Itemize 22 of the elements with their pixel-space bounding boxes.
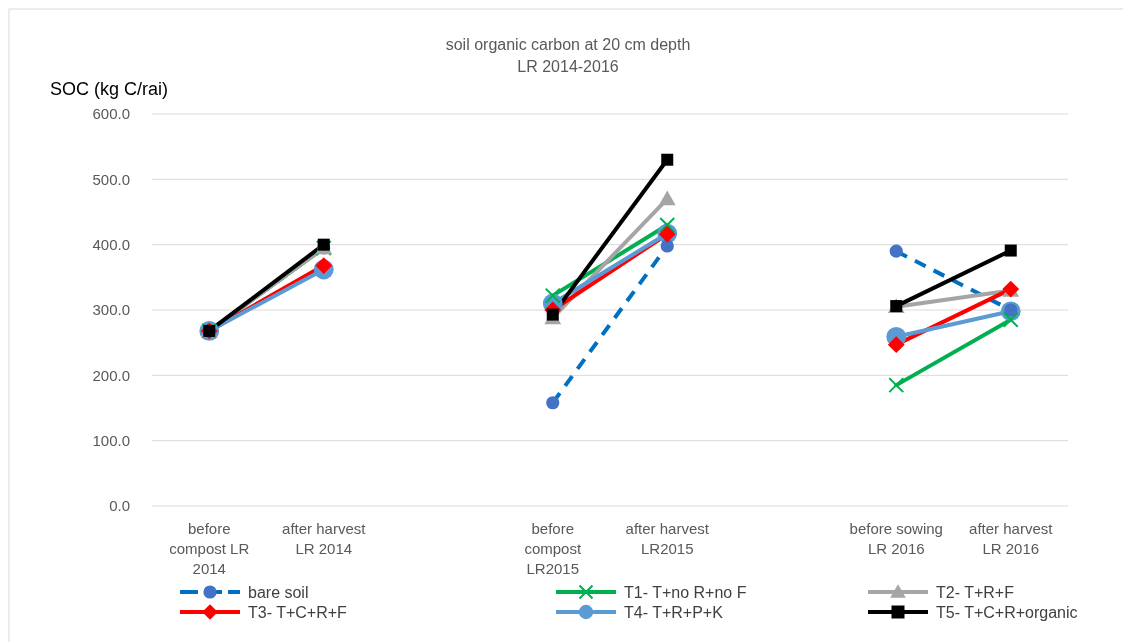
y-tick-label: 100.0 [92, 431, 130, 449]
x-tick-label: after harvest LR2015 [625, 520, 710, 557]
x-tick-label: after harvest LR 2016 [969, 520, 1054, 557]
y-tick-label: 300.0 [92, 301, 130, 319]
legend-label: bare soil [248, 583, 309, 601]
chart-subtitle: LR 2014-2016 [517, 58, 619, 75]
legend-label: T3- T+C+R+F [248, 603, 348, 621]
x-tick-label: after harvest LR 2014 [282, 520, 367, 557]
x-tick-label: before compost LR 2014 [169, 520, 250, 577]
y-tick-label: 600.0 [92, 105, 130, 123]
y-tick-label: 400.0 [92, 235, 130, 253]
legend-label: T5- T+C+R+organic [936, 603, 1078, 621]
y-tick-label: 0.0 [109, 497, 130, 515]
y-tick-label: 200.0 [92, 366, 130, 384]
y-tick-label: 500.0 [92, 170, 130, 188]
y-axis-title: SOC (kg C/rai) [50, 79, 169, 99]
x-tick-label: before sowing LR 2016 [849, 520, 943, 557]
legend-label: T1- T+no R+no F [624, 583, 747, 601]
x-tick-label: before compost LR2015 [524, 520, 582, 577]
legend-label: T2- T+R+F [936, 583, 1015, 601]
chart-title: soil organic carbon at 20 cm depth [445, 36, 691, 53]
legend-label: T4- T+R+P+K [624, 603, 724, 621]
